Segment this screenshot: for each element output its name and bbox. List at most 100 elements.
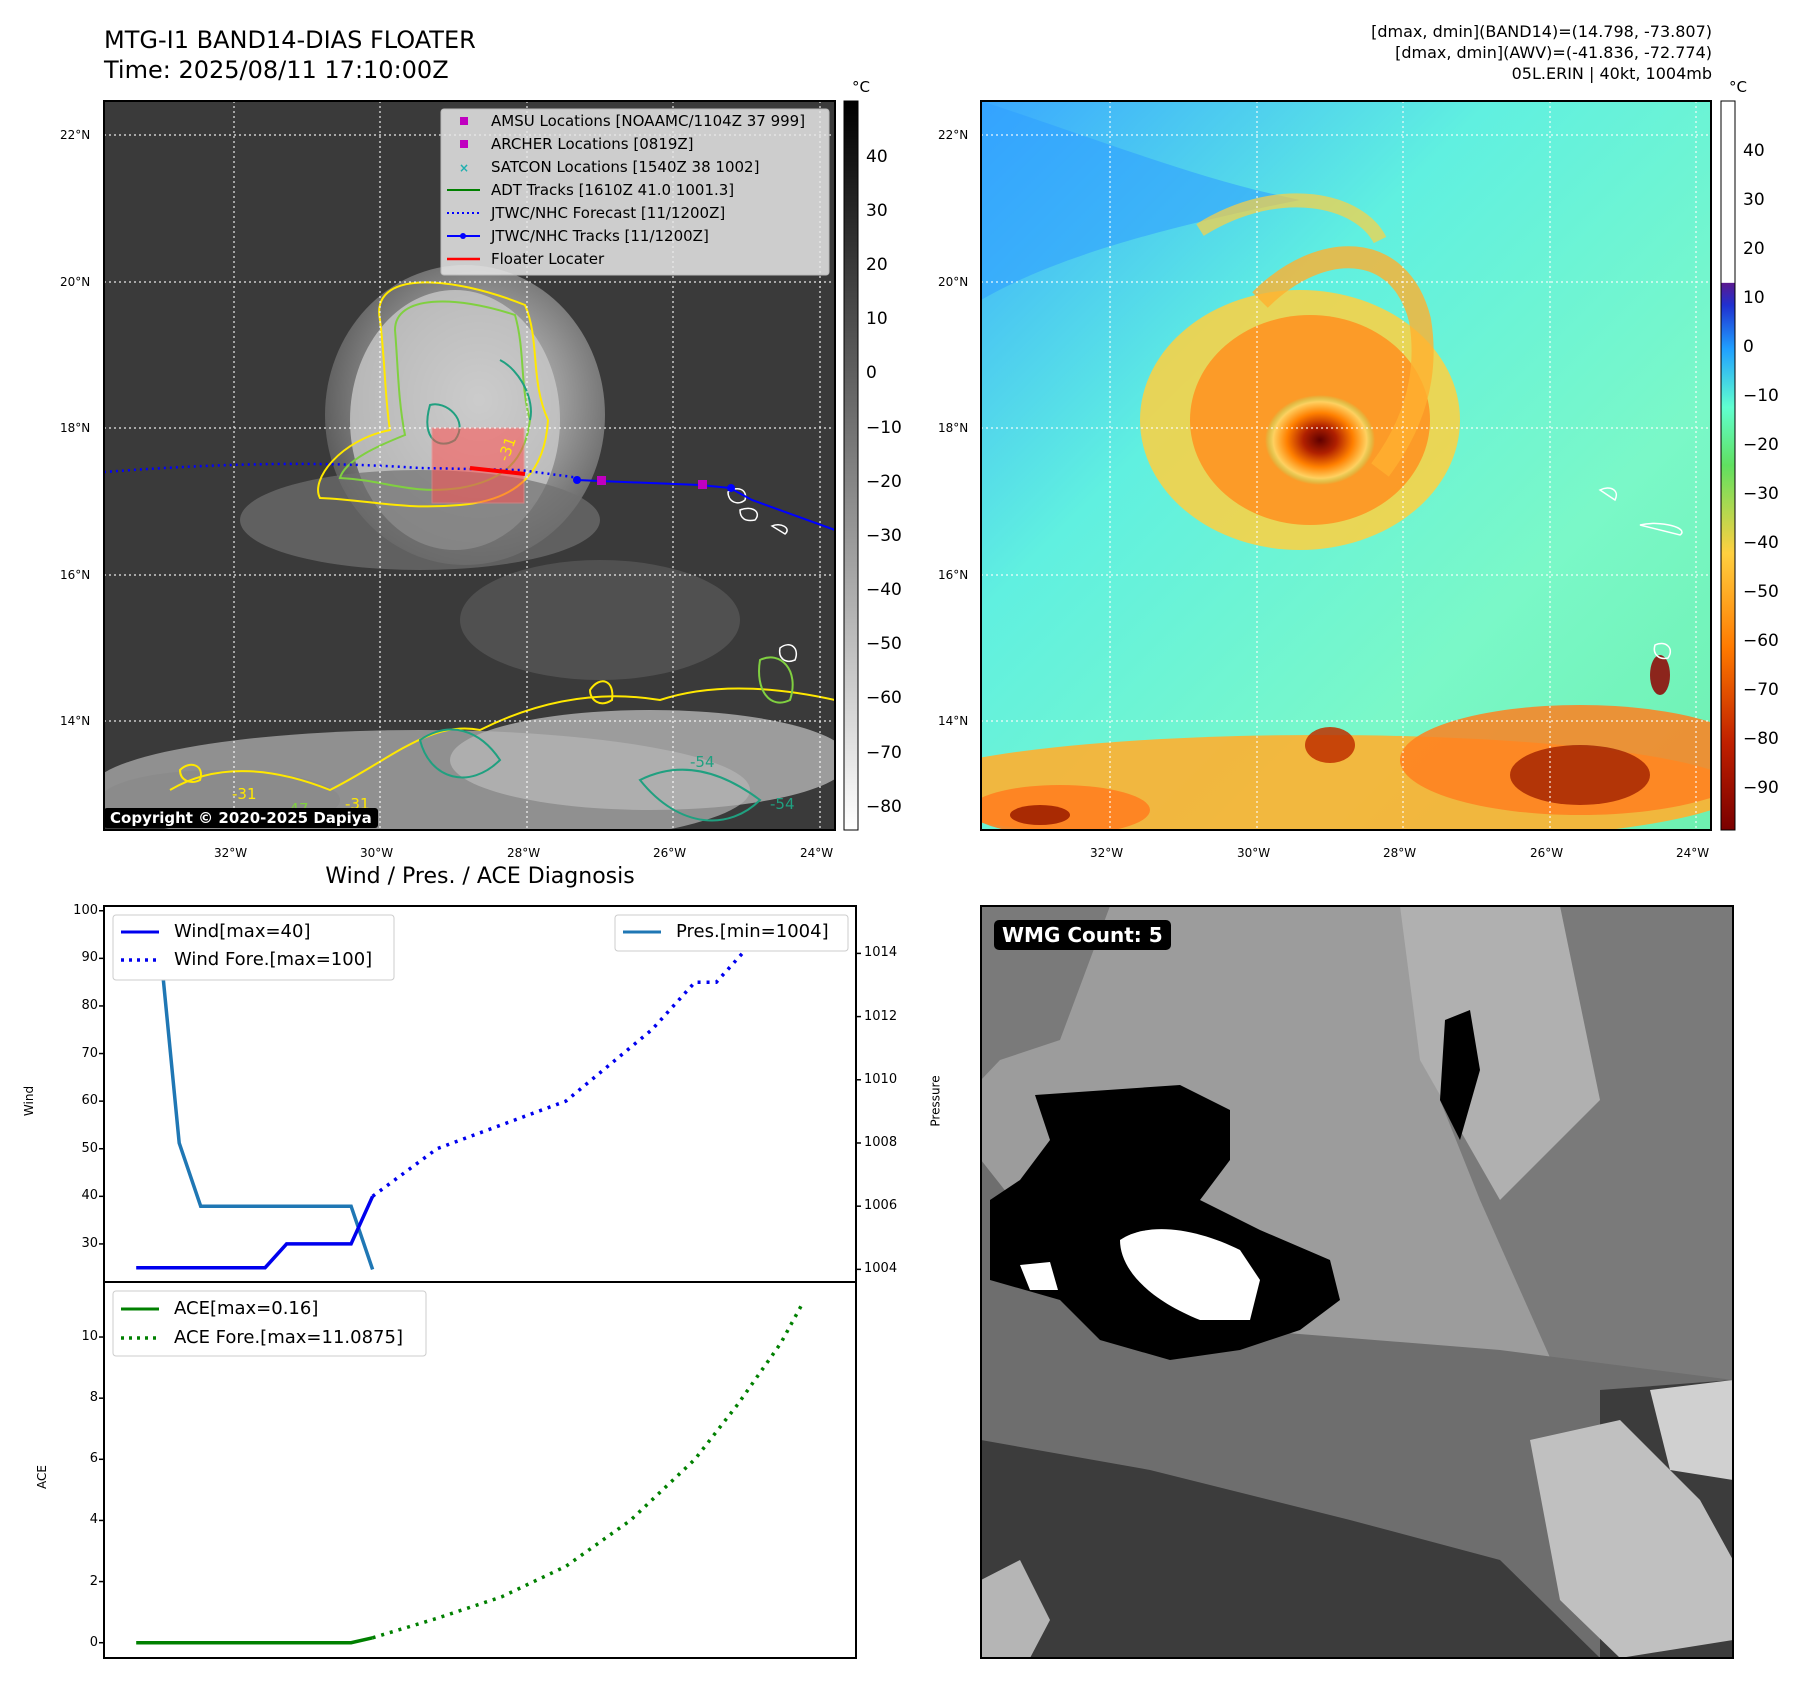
left-map-imagery	[104, 101, 835, 830]
colorbar-tick: 10	[866, 309, 888, 329]
lon-label: 32°W	[214, 846, 248, 860]
legend-satcon-label: SATCON Locations [1540Z 38 1002]	[491, 158, 760, 176]
colorbar-tick: −90	[1743, 778, 1779, 798]
colorbar-tick: −60	[1743, 631, 1779, 651]
wind-tick: 60	[81, 1093, 98, 1109]
wind-fore-legend-label: Wind Fore.[max=100]	[174, 949, 373, 970]
colorbar-tick: −30	[866, 526, 902, 546]
wind-tick: 80	[81, 997, 98, 1013]
ace-tick: 4	[89, 1512, 98, 1528]
wind-tick: 70	[81, 1045, 98, 1061]
stats-awv: [dmax, dmin](AWV)=(-41.836, -72.774)	[1395, 43, 1712, 62]
legend-forecast-label: JTWC/NHC Forecast [11/1200Z]	[491, 204, 726, 222]
amsu-marker-icon	[460, 117, 468, 125]
lon-label: 28°W	[1383, 846, 1417, 860]
stats-band14: [dmax, dmin](BAND14)=(14.798, -73.807)	[1371, 22, 1712, 41]
pressure-tick: 1006	[864, 1198, 898, 1214]
lon-label: 24°W	[800, 846, 834, 860]
lat-label: 14°N	[60, 714, 91, 728]
pressure-tick: 1004	[864, 1261, 898, 1277]
colorbar-unit: °C	[1729, 78, 1747, 96]
diagnosis-marks	[99, 910, 861, 1645]
wind-tick: 50	[81, 1140, 98, 1156]
colorbar-tick: −20	[1743, 435, 1779, 455]
ace-tick: 2	[89, 1573, 98, 1589]
diagnosis-chart	[99, 905, 861, 1659]
colorbar-tick: −70	[866, 743, 902, 763]
colorbar-tick: −30	[1743, 484, 1779, 504]
lat-label: 16°N	[60, 568, 91, 582]
wind-tick: 90	[81, 950, 98, 966]
pressure-tick: 1008	[864, 1134, 898, 1150]
colorbar-tick: −10	[1743, 386, 1779, 406]
wmg-count-badge: WMG Count: 5	[994, 920, 1171, 950]
lat-label: 16°N	[938, 568, 969, 582]
ace-legend-box	[112, 1290, 427, 1357]
colorbar-tick: 30	[1743, 190, 1765, 210]
satcon-marker-icon: ×	[459, 161, 469, 175]
pressure-axis-label: Pressure	[928, 1075, 943, 1127]
left-colorbar	[843, 100, 859, 831]
contour-label: -54	[690, 753, 715, 771]
lat-label: 14°N	[938, 714, 969, 728]
colorbar-tick: −50	[1743, 582, 1779, 602]
wind-forecast-series-line	[371, 932, 803, 1198]
wind-tick: 100	[73, 902, 98, 918]
ace-tick: 6	[89, 1451, 98, 1467]
colorbar-tick: −20	[866, 472, 902, 492]
lat-label: 22°N	[938, 128, 969, 142]
wind-tick: 30	[81, 1235, 98, 1251]
legend-amsu-label: AMSU Locations [NOAAMC/1104Z 37 999]	[491, 112, 806, 130]
track-dot-icon	[460, 233, 466, 239]
colorbar-tick: −10	[866, 418, 902, 438]
colorbar-tick: 40	[1743, 141, 1765, 161]
wind-tick: 40	[81, 1188, 98, 1204]
copyright-badge: Copyright © 2020-2025 Dapiya	[104, 808, 378, 828]
colorbar-tick: −80	[1743, 729, 1779, 749]
lat-label: 22°N	[60, 128, 91, 142]
right-map-imagery	[981, 101, 1711, 830]
legend-box	[440, 108, 830, 276]
pressure-tick: 1010	[864, 1071, 898, 1087]
storm-info: 05L.ERIN | 40kt, 1004mb	[1511, 64, 1712, 83]
pres-legend-label: Pres.[min=1004]	[676, 921, 829, 942]
wind-series-line	[136, 1195, 375, 1270]
colorbar-tick: 10	[1743, 288, 1765, 308]
legend-archer-label: ARCHER Locations [0819Z]	[491, 135, 694, 153]
pres-legend-box	[614, 914, 849, 952]
diagnosis-title: Wind / Pres. / ACE Diagnosis	[325, 864, 635, 889]
colorbar-tick: −40	[1743, 533, 1779, 553]
colorbar-tick: −40	[866, 580, 902, 600]
left-map-panel: ×	[103, 100, 859, 831]
colorbar-tick: −60	[866, 688, 902, 708]
lat-label: 18°N	[60, 421, 91, 435]
ace-series-line	[136, 1636, 373, 1645]
figure-title: MTG-I1 BAND14-DIAS FLOATER	[104, 26, 476, 54]
lon-label: 26°W	[653, 846, 687, 860]
pressure-series-line	[136, 920, 375, 1270]
pressure-tick: 1012	[864, 1008, 898, 1024]
ace-legend-label: ACE[max=0.16]	[174, 1298, 319, 1319]
ace-fore-legend-label: ACE Fore.[max=11.0875]	[174, 1327, 403, 1348]
lat-label: 20°N	[938, 275, 969, 289]
lon-label: 30°W	[1237, 846, 1271, 860]
colorbar-tick: 20	[1743, 239, 1765, 259]
lon-label: 24°W	[1676, 846, 1710, 860]
legend-adt-label: ADT Tracks [1610Z 41.0 1001.3]	[491, 181, 735, 199]
colorbar-tick: 0	[866, 363, 877, 383]
contour-label: -54	[770, 795, 795, 813]
ace-tick: 10	[81, 1329, 98, 1345]
colorbar-tick: 20	[866, 255, 888, 275]
colorbar-tick: 30	[866, 201, 888, 221]
legend-floater-label: Floater Locater	[491, 250, 605, 268]
colorbar-tick: 0	[1743, 337, 1754, 357]
wind-legend-label: Wind[max=40]	[174, 921, 311, 942]
wind-legend-box	[112, 914, 395, 981]
ace-axis-label: ACE	[34, 1465, 49, 1489]
wmg-panel	[980, 905, 1734, 1659]
right-colorbar	[1720, 100, 1736, 831]
colorbar-unit: °C	[852, 78, 870, 96]
pressure-tick: 1014	[864, 945, 898, 961]
wind-axis-label: Wind	[22, 1085, 37, 1117]
ace-tick: 8	[89, 1390, 98, 1406]
